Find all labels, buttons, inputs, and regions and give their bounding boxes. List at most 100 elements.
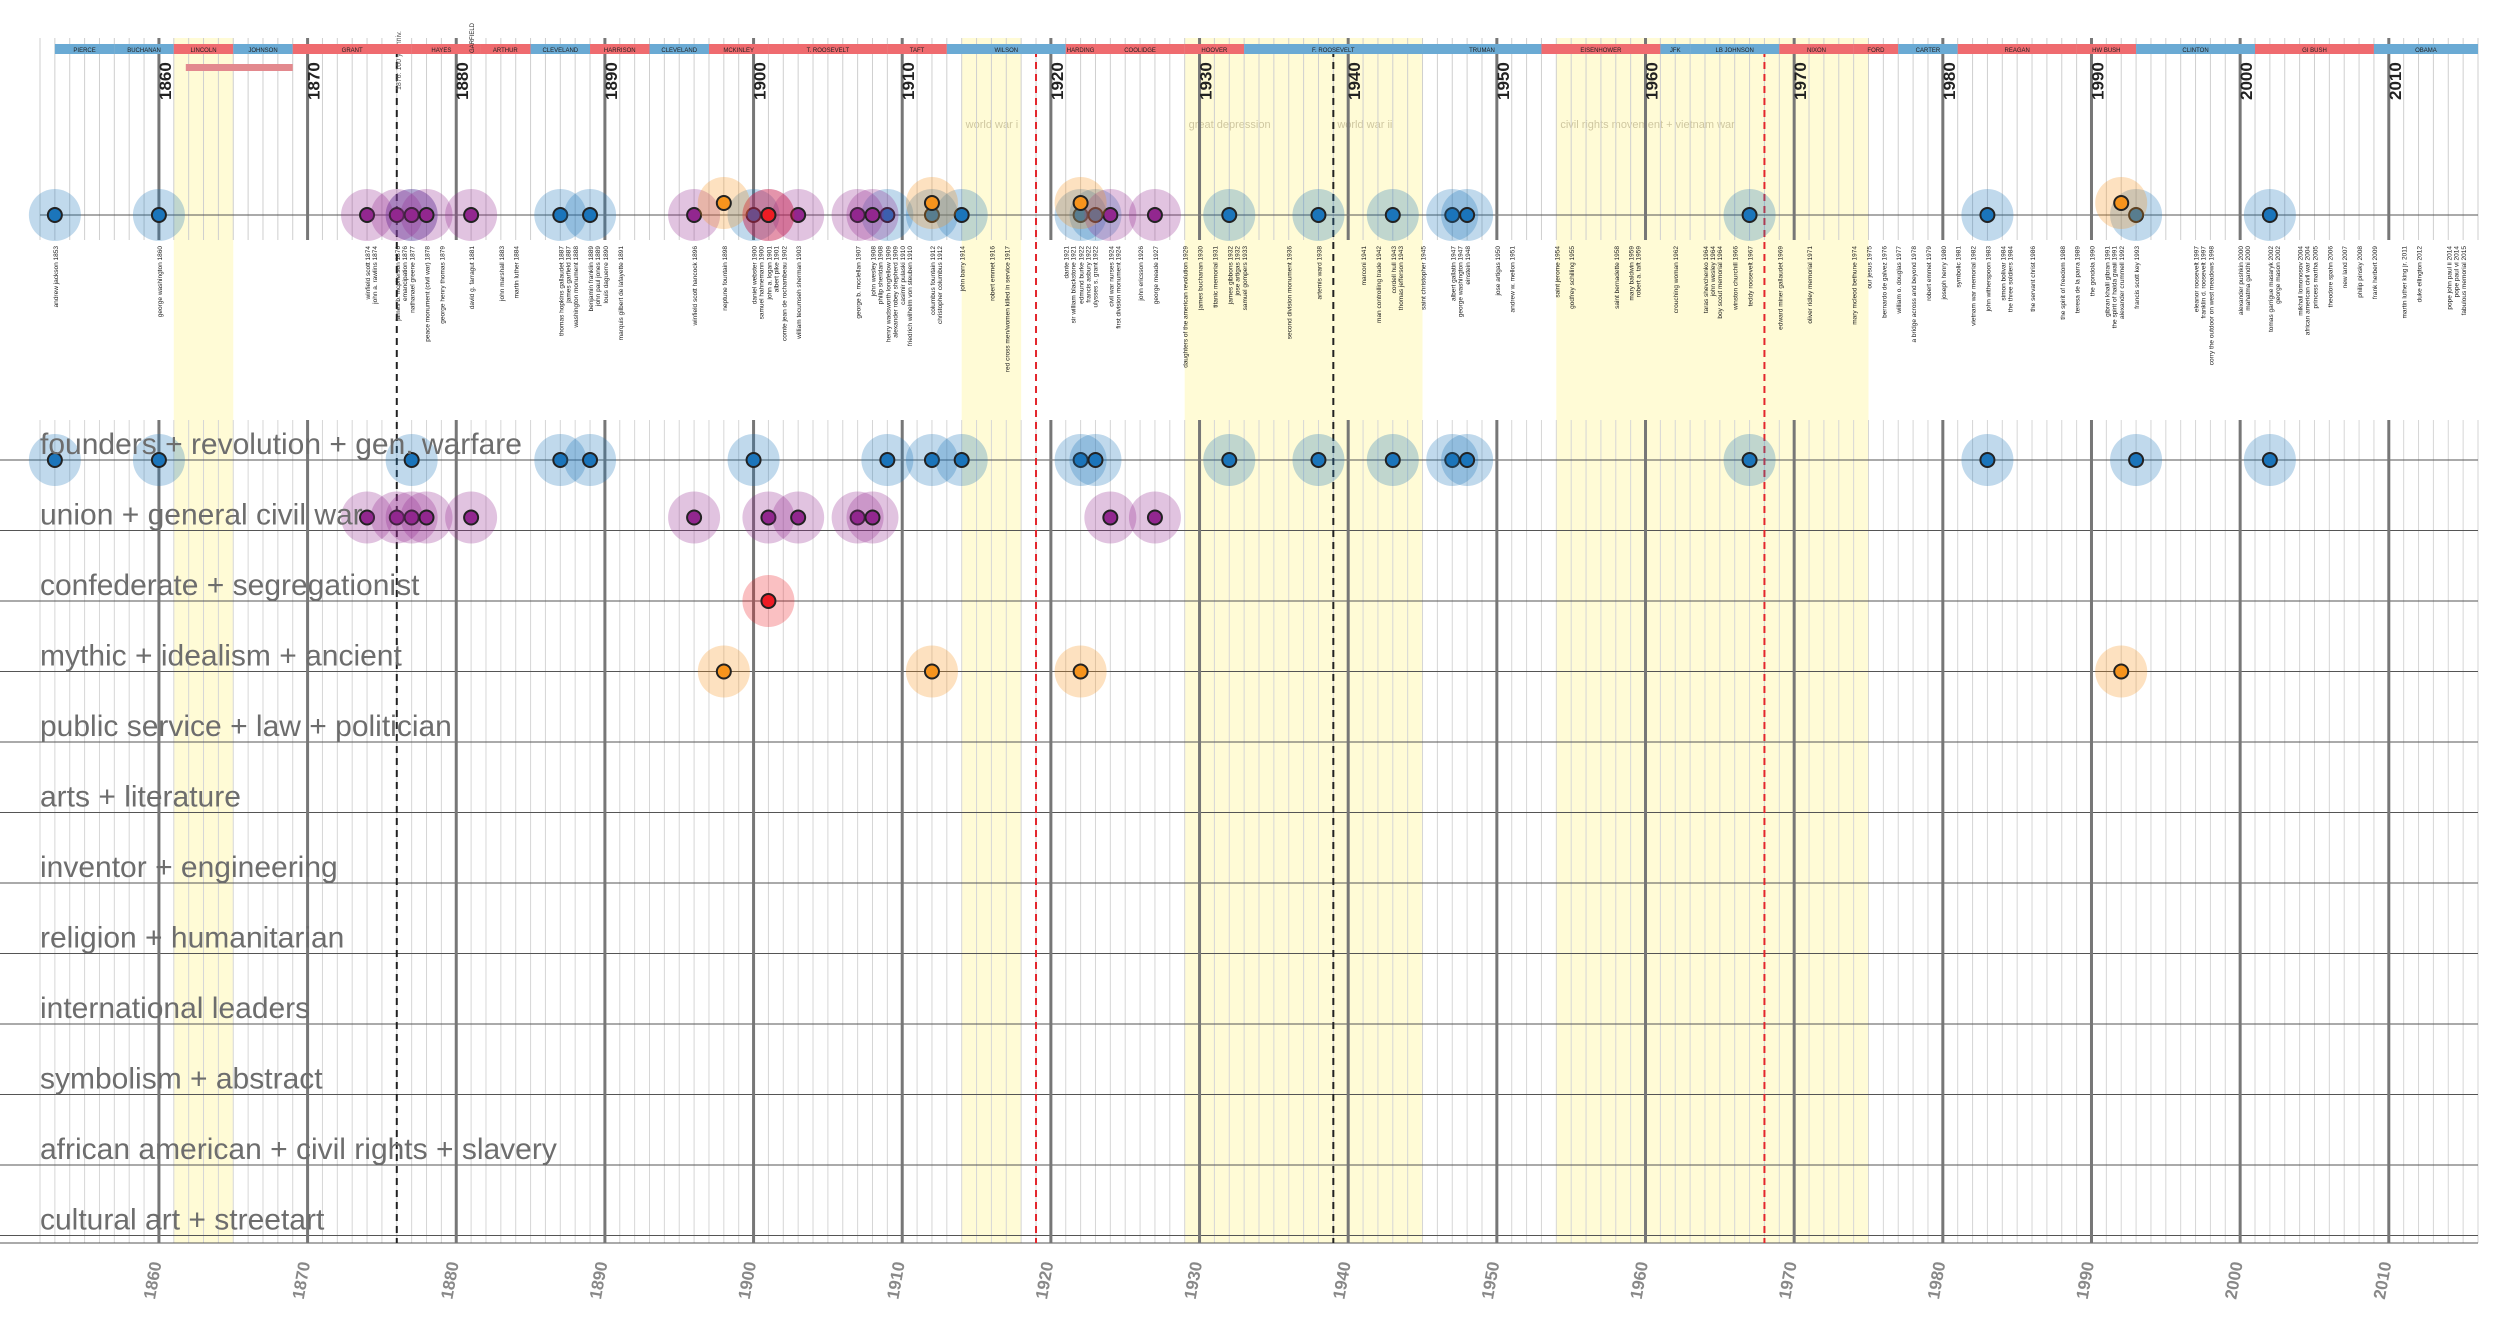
decade-label-top: 1950 bbox=[1494, 62, 1513, 100]
president-label: HW BUSH bbox=[2092, 48, 2120, 54]
monument-label: neptune fountain 1898 bbox=[722, 246, 729, 311]
monument-label: george washington 1947 bbox=[1457, 246, 1464, 318]
lincoln-sub-bar bbox=[185, 64, 293, 71]
president-bar bbox=[292, 44, 412, 54]
monument-label: thomas jefferson 1943 bbox=[1398, 246, 1405, 311]
monument-label: african american civil war 2004 bbox=[2305, 246, 2312, 336]
monument-label: duke ellington 2012 bbox=[2417, 246, 2424, 303]
founders-point bbox=[1310, 452, 1327, 468]
monument-label: frank herbert 2009 bbox=[2372, 246, 2379, 300]
decade-label-top: 1990 bbox=[2088, 62, 2107, 100]
monument-label: joseph henry 1980 bbox=[1941, 246, 1948, 301]
monument-label: thomas hopkins gallaudet 1887 bbox=[558, 246, 565, 336]
founders-summary-point bbox=[1310, 207, 1327, 223]
president-label: LINCOLN bbox=[191, 48, 217, 54]
monument-label: gibran khalil gibran 1991 bbox=[2104, 246, 2111, 317]
monument-label: artemis ward 1938 bbox=[1316, 246, 1323, 300]
mythic-point bbox=[715, 663, 732, 680]
monument-label: alexander robey shepherd 1909 bbox=[892, 246, 899, 338]
president-label: OBAMA bbox=[2415, 48, 2437, 54]
year-gridlines bbox=[39, 38, 2479, 1243]
monument-label: samuel gompers 1933 bbox=[1242, 246, 1249, 311]
monument-label: our jesus 1975 bbox=[1867, 246, 1874, 289]
president-bar bbox=[54, 44, 115, 54]
monument-label: the spirit of freedom 1988 bbox=[2060, 246, 2067, 320]
monument-label: civil war nurses 1924 bbox=[1108, 246, 1115, 307]
president-bar bbox=[1853, 44, 1899, 54]
president-bar bbox=[1095, 44, 1185, 54]
monument-label: corry the outdoor on west meadows 1998 bbox=[2208, 246, 2215, 366]
president-bar bbox=[1898, 44, 1958, 54]
monument-label: robert emmet 1916 bbox=[989, 246, 996, 301]
monument-label: marquis gilbert de lafayette 1891 bbox=[618, 246, 625, 341]
president-bar bbox=[471, 44, 481, 54]
president-bar bbox=[1660, 44, 1691, 54]
union-summary-point bbox=[686, 207, 703, 223]
founders-point bbox=[745, 452, 762, 468]
monument-label: symbolic 1981 bbox=[1956, 246, 1963, 288]
decade-label-top: 1980 bbox=[1940, 62, 1959, 100]
founders-summary-point bbox=[2128, 207, 2145, 223]
monument-label: george washington 1860 bbox=[157, 246, 164, 318]
event-lines: 1876: 100 yr anniv. bbox=[395, 31, 1766, 1243]
president-bar bbox=[114, 44, 174, 54]
president-label: HOOVER bbox=[1201, 48, 1228, 54]
decade-label-bottom: 1960 bbox=[1627, 1260, 1652, 1301]
founders-summary-point bbox=[1221, 207, 1238, 223]
president-label: NIXON bbox=[1807, 48, 1826, 54]
union-summary-point bbox=[790, 207, 807, 223]
founders-summary-point bbox=[552, 207, 569, 223]
monument-label: titanic memorial 1931 bbox=[1212, 246, 1219, 308]
mythic-summary-point bbox=[715, 195, 732, 211]
union-point bbox=[760, 509, 777, 526]
president-bar bbox=[887, 44, 947, 54]
monument-label: william o. douglas 1977 bbox=[1896, 246, 1903, 315]
event-line-label: 1876: 100 yr anniv. bbox=[396, 31, 403, 90]
monument-label: james b. mcpherson 1876 bbox=[395, 246, 402, 322]
president-bar bbox=[480, 44, 531, 54]
founders-summary-point bbox=[2261, 207, 2278, 223]
category-label: public service + law + politician bbox=[40, 710, 452, 743]
president-label: CLEVELAND bbox=[661, 48, 697, 54]
monument-labels: andrew jackson 1853 george washington 186… bbox=[53, 246, 2468, 372]
monument-label: first division monument 1924 bbox=[1115, 246, 1122, 329]
monument-label: new land 2007 bbox=[2342, 246, 2349, 289]
monument-label: martin luther 1884 bbox=[514, 246, 521, 299]
monument-label: george henry thomas 1879 bbox=[439, 246, 446, 324]
monument-label: john a. rawlins 1874 bbox=[372, 246, 379, 305]
category-label: founders + revolution + gen. warfare bbox=[40, 428, 522, 461]
president-bar bbox=[1422, 44, 1542, 54]
monument-label: george meade 1927 bbox=[1153, 246, 1160, 305]
president-label: REAGAN bbox=[2004, 48, 2029, 54]
category-label: union + general civil war bbox=[40, 499, 363, 532]
decade-label-bottom: 1900 bbox=[735, 1260, 760, 1301]
era-band-5 bbox=[1764, 38, 1869, 1243]
monument-label: crouching woman 1962 bbox=[1673, 246, 1680, 314]
decade-label-top: 2000 bbox=[2237, 62, 2256, 100]
monument-label: saint bernadette 1958 bbox=[1614, 246, 1621, 309]
union-point bbox=[418, 509, 435, 526]
union-point bbox=[1102, 509, 1119, 526]
decade-label-top: 1870 bbox=[305, 62, 324, 100]
monument-label: godfrey schilling 1955 bbox=[1569, 246, 1576, 309]
monument-label: mary baldwin 1959 bbox=[1629, 246, 1636, 301]
monument-label: washington monument 1888 bbox=[573, 246, 580, 329]
founders-summary-point bbox=[1459, 207, 1476, 223]
era-label: civil rights movement + vietnam war bbox=[1560, 119, 1735, 131]
union-point bbox=[463, 509, 480, 526]
founders-point bbox=[1459, 452, 1476, 468]
category-label: confederate + segregationist bbox=[40, 569, 420, 602]
monument-label: eleanor roosevelt 1997 bbox=[2194, 246, 2201, 313]
president-bar bbox=[708, 44, 769, 54]
monument-label: philip sheridan 1908 bbox=[877, 246, 884, 305]
monument-label: philip pinsky 2008 bbox=[2357, 246, 2364, 298]
union-summary-point bbox=[1102, 207, 1119, 223]
monument-label: man controlling trade 1942 bbox=[1376, 246, 1383, 323]
decade-gridlines bbox=[157, 38, 2391, 1243]
monument-label: albert gallatin 1947 bbox=[1450, 246, 1457, 301]
president-label: T. ROOSEVELT bbox=[807, 48, 850, 54]
monument-label: samuel hahnemann 1900 bbox=[759, 246, 766, 320]
monument-label: andrew jackson 1853 bbox=[53, 246, 60, 308]
decade-label-bottom: 1970 bbox=[1775, 1260, 1800, 1301]
monument-label: alexander crummell 1992 bbox=[2119, 246, 2126, 319]
